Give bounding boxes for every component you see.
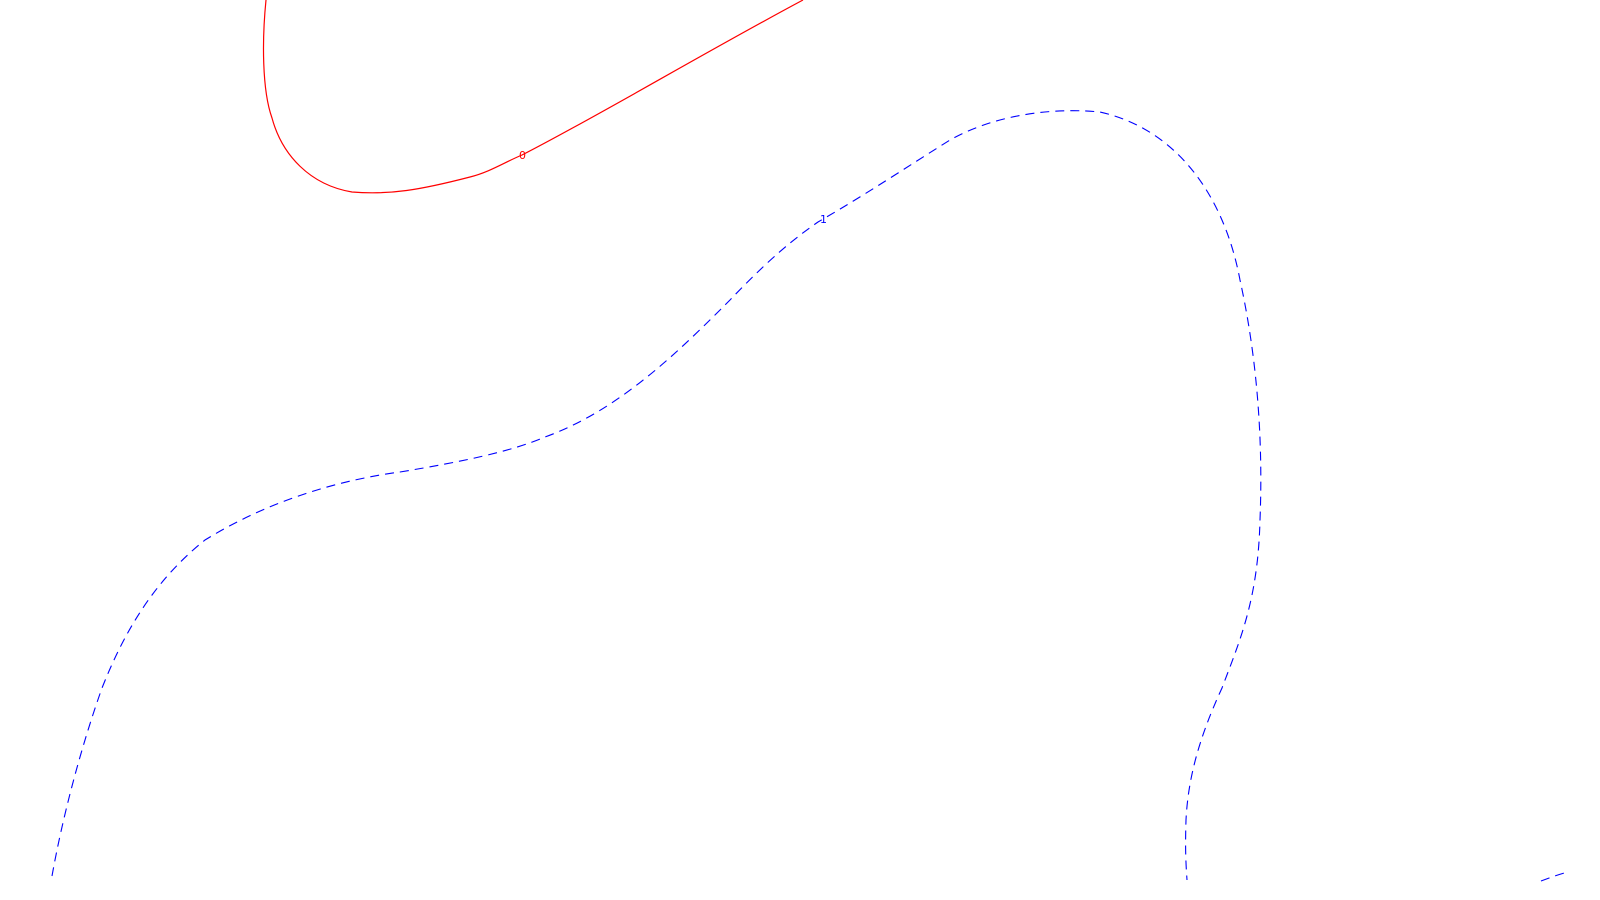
contour-line-level-1 [51,110,1262,881]
contour-label-level-1: 1 [820,213,827,226]
contour-line-level-0 [262,0,804,194]
contour-line-level-1-fragment [1540,871,1569,882]
contour-label-level-0: 0 [519,149,526,162]
